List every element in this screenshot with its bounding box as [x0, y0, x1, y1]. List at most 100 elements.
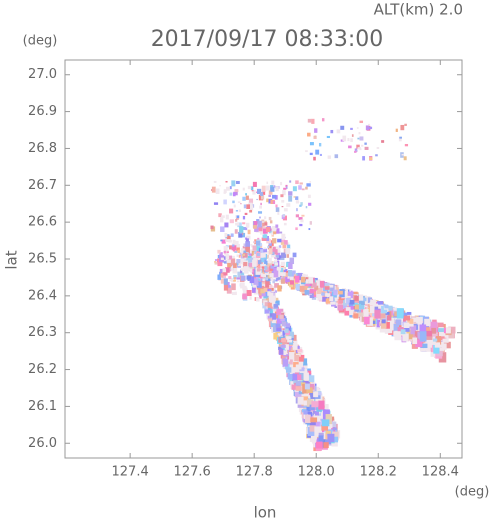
echo [275, 207, 280, 212]
echo [278, 348, 284, 355]
echo [256, 297, 260, 302]
echo [386, 315, 392, 321]
echo [306, 387, 313, 393]
y-axis-label: lat [3, 250, 21, 269]
echo [223, 256, 226, 260]
echo [309, 221, 312, 225]
echo [247, 229, 251, 235]
y-tick-label: 26.3 [28, 325, 57, 340]
echo [307, 132, 311, 137]
echo [254, 250, 258, 255]
echo [236, 215, 240, 219]
echo [287, 276, 290, 279]
echo [377, 304, 384, 309]
echo [298, 280, 303, 286]
echo [232, 266, 238, 273]
echo [305, 150, 308, 153]
echo [362, 156, 366, 161]
echo [287, 338, 292, 343]
echo [248, 198, 254, 204]
echo [305, 370, 312, 375]
echo [385, 311, 390, 315]
echo [329, 296, 334, 302]
echo [278, 336, 284, 343]
y-tick-label: 26.0 [28, 436, 57, 451]
echo [272, 194, 277, 199]
echo [332, 431, 339, 441]
echo [236, 247, 240, 251]
echo [286, 336, 292, 340]
echo [275, 323, 281, 328]
echo [309, 142, 314, 146]
echo [220, 217, 224, 223]
echo [223, 284, 229, 291]
echo [334, 154, 339, 159]
echo [277, 211, 280, 215]
echo [434, 326, 442, 333]
echo [375, 154, 378, 157]
echo [268, 292, 274, 298]
echo [342, 135, 347, 142]
echo [330, 129, 334, 134]
echo [311, 401, 319, 408]
echo [252, 259, 257, 267]
echo [272, 238, 277, 244]
echo [430, 321, 438, 333]
echo [243, 266, 249, 274]
echo [403, 156, 407, 161]
echo [228, 276, 232, 280]
echo [231, 291, 235, 296]
echo [318, 142, 322, 147]
echo [442, 338, 449, 343]
y-tick-label: 26.7 [28, 178, 57, 193]
echo [277, 267, 280, 271]
echo [295, 275, 300, 283]
echo [433, 344, 440, 354]
echo [348, 303, 354, 310]
echo [290, 381, 295, 387]
echo [242, 293, 247, 300]
echo [273, 185, 276, 188]
echo [287, 270, 293, 277]
echo [245, 238, 249, 242]
echo [397, 327, 405, 332]
echo [278, 346, 283, 350]
echo [235, 222, 240, 226]
echo [236, 243, 241, 250]
echo [261, 237, 267, 241]
echo [282, 358, 289, 367]
echo [262, 273, 267, 278]
echo [359, 136, 364, 141]
echo [439, 331, 446, 337]
echo [304, 414, 311, 423]
echo [289, 365, 296, 374]
echo [327, 155, 331, 159]
echo [286, 242, 290, 247]
echo [400, 124, 405, 131]
echo [419, 324, 427, 334]
echo [401, 317, 406, 323]
echo [232, 244, 235, 247]
echo [323, 442, 329, 449]
echo [270, 186, 275, 192]
echo [284, 344, 289, 350]
echo [336, 129, 341, 134]
echo [245, 222, 250, 228]
echo [270, 240, 274, 246]
echo [242, 287, 248, 295]
echo [292, 373, 298, 381]
echo [252, 270, 257, 273]
echo [229, 219, 234, 224]
echo [411, 339, 418, 349]
echo [220, 226, 225, 232]
echo [268, 194, 272, 197]
echo [213, 180, 217, 183]
echo [228, 239, 232, 243]
echo [264, 220, 267, 223]
echo [309, 291, 315, 299]
echo [270, 265, 274, 269]
echo [264, 222, 268, 226]
echo [226, 257, 231, 263]
echo [288, 262, 293, 270]
echo [389, 309, 394, 316]
